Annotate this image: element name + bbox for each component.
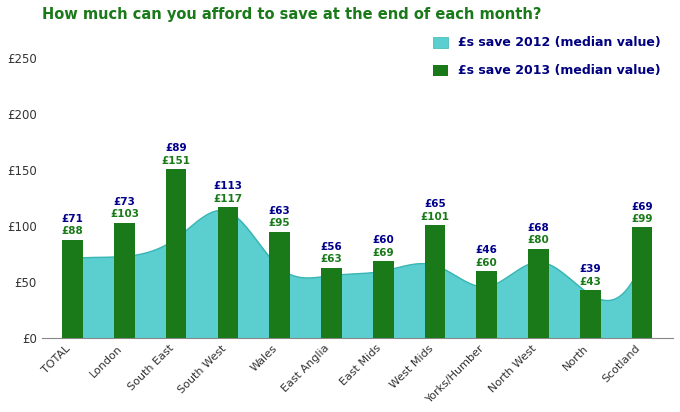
Text: £65: £65 <box>424 199 446 209</box>
Text: £95: £95 <box>269 218 290 229</box>
Bar <box>63 240 83 338</box>
Text: How much can you afford to save at the end of each month?: How much can you afford to save at the e… <box>41 7 541 22</box>
Bar <box>166 169 186 338</box>
Text: £69: £69 <box>631 201 653 212</box>
Text: £39: £39 <box>579 265 601 274</box>
Legend: £s save 2012 (median value), £s save 2013 (median value): £s save 2012 (median value), £s save 201… <box>426 30 667 84</box>
Text: £113: £113 <box>214 181 242 192</box>
Text: £103: £103 <box>110 209 139 220</box>
Bar <box>528 249 549 338</box>
Bar <box>218 207 238 338</box>
Text: £43: £43 <box>579 277 601 287</box>
Text: £80: £80 <box>528 235 549 245</box>
Text: £101: £101 <box>420 212 449 222</box>
Text: £88: £88 <box>62 226 84 236</box>
Bar <box>580 290 600 338</box>
Text: £46: £46 <box>476 246 498 255</box>
Text: £56: £56 <box>320 242 342 252</box>
Text: £63: £63 <box>269 206 290 216</box>
Bar <box>477 271 497 338</box>
Bar <box>424 225 445 338</box>
Text: £60: £60 <box>476 258 498 268</box>
Text: £117: £117 <box>214 194 243 204</box>
Text: £99: £99 <box>631 214 653 224</box>
Text: £89: £89 <box>165 143 187 153</box>
Text: £69: £69 <box>373 248 394 258</box>
Text: £73: £73 <box>114 197 135 207</box>
Text: £71: £71 <box>62 214 84 224</box>
Bar <box>114 223 135 338</box>
Text: £151: £151 <box>162 156 190 166</box>
Bar <box>269 232 290 338</box>
Text: £60: £60 <box>373 235 394 245</box>
Text: £63: £63 <box>320 254 342 265</box>
Text: £68: £68 <box>528 223 549 233</box>
Bar <box>632 227 652 338</box>
Bar <box>321 268 342 338</box>
Bar <box>373 261 394 338</box>
